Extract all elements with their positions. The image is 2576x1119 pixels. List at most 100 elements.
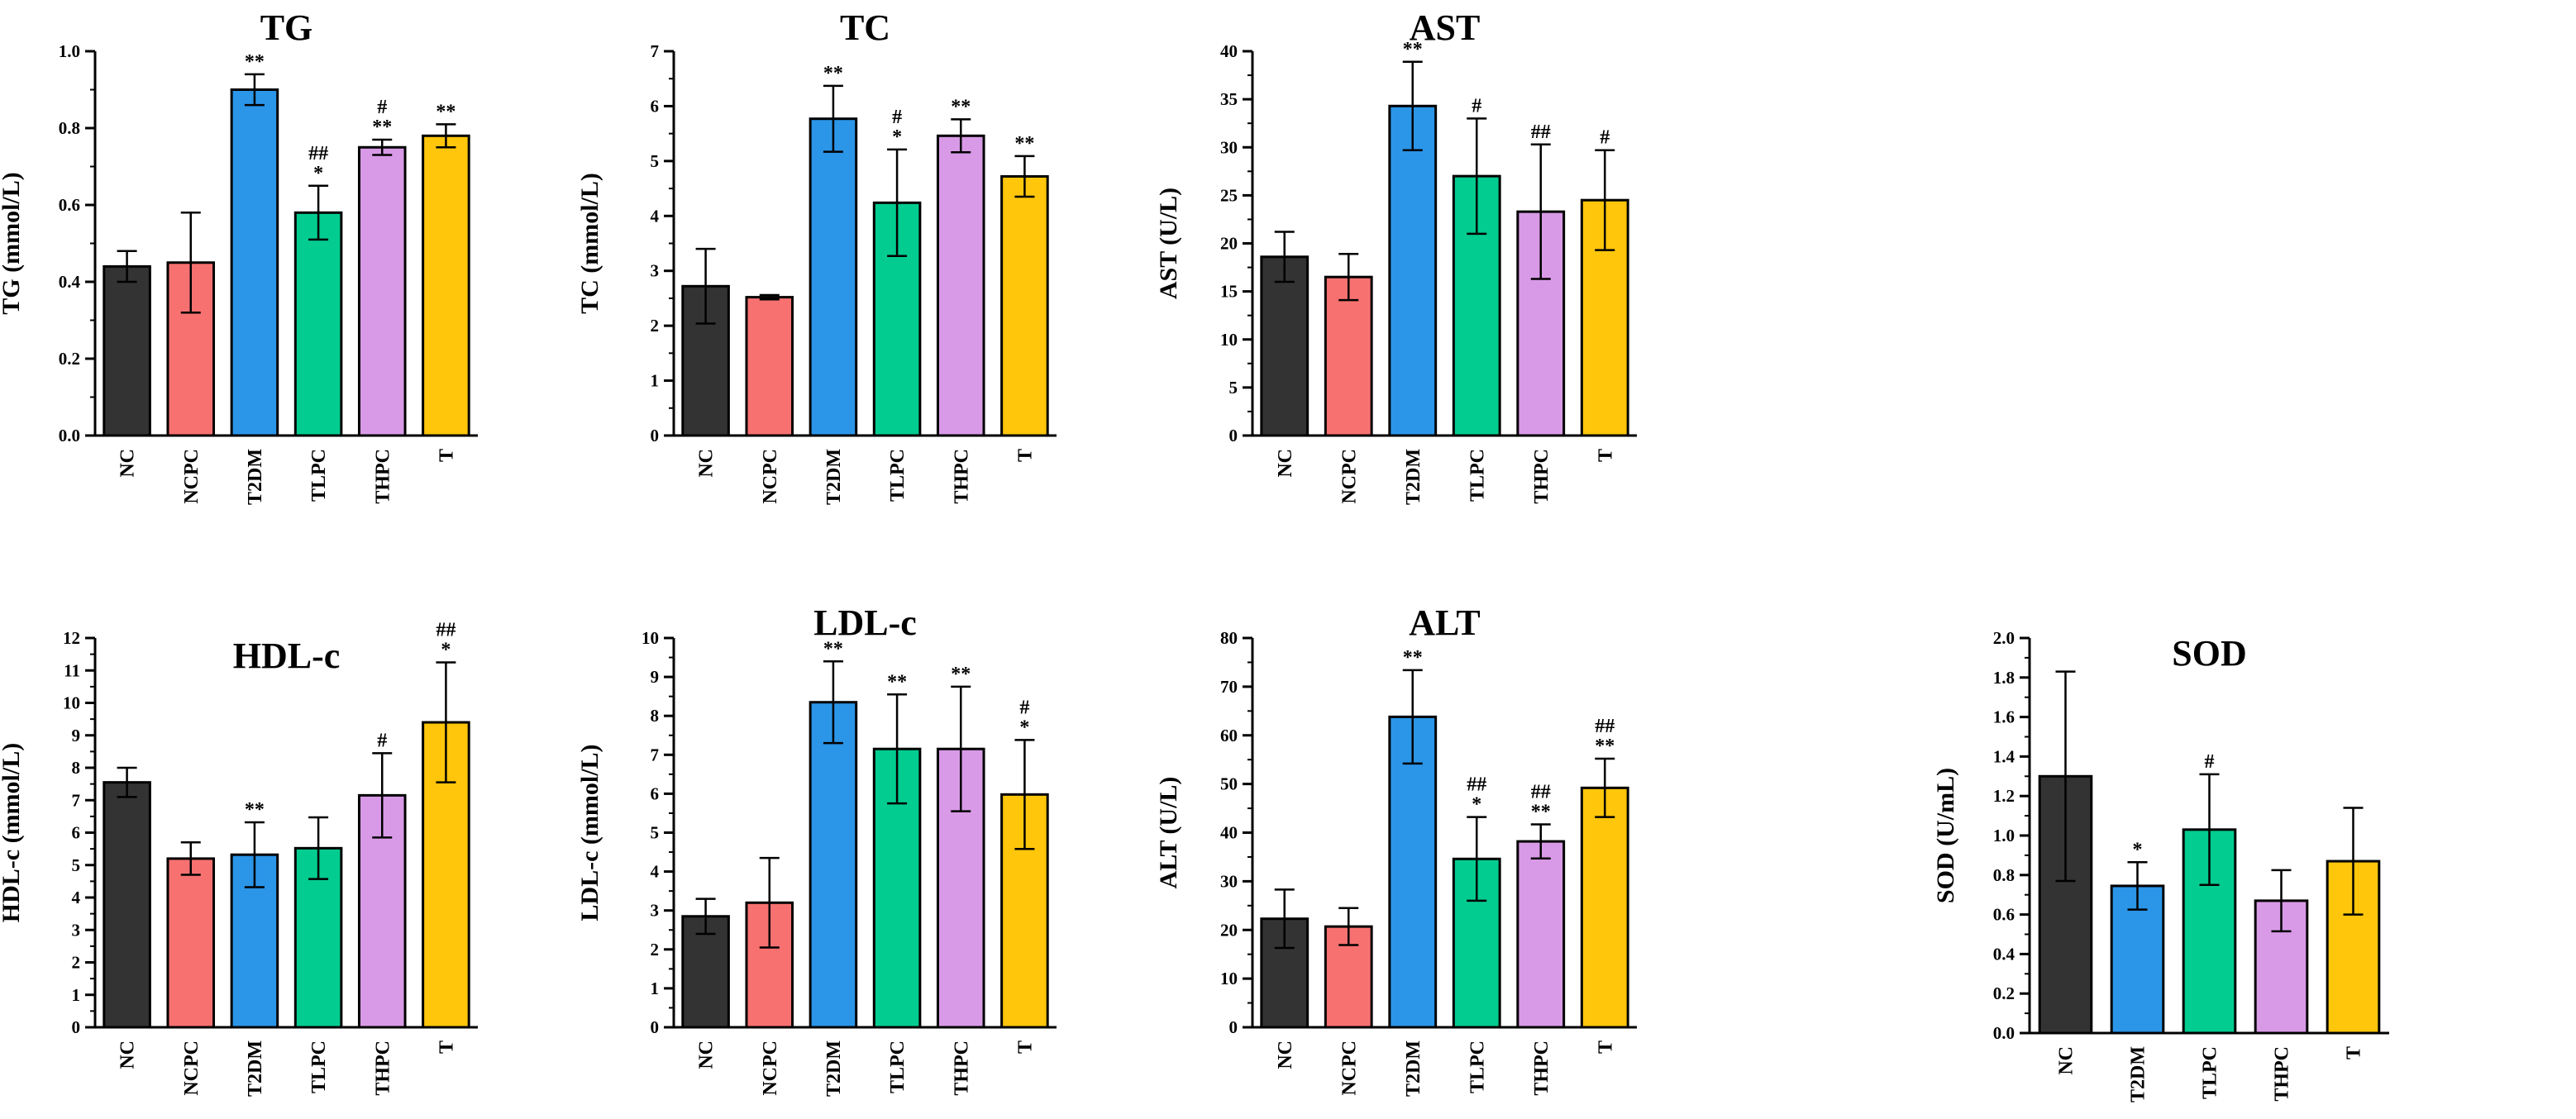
- significance-mark: ##: [436, 619, 456, 640]
- y-tick-label: 10: [1220, 330, 1238, 350]
- y-tick-label: 0: [651, 1017, 660, 1037]
- significance-mark: *: [1472, 794, 1481, 816]
- bar-nc: [1260, 255, 1309, 437]
- x-tick-label: NCPC: [1338, 449, 1360, 504]
- bar-t2dm: [809, 117, 858, 437]
- y-tick-label: 0.0: [1993, 1023, 2015, 1043]
- y-tick-label: 8: [72, 758, 81, 778]
- y-tick-label: 60: [1220, 726, 1238, 745]
- bar-nc: [103, 781, 151, 1029]
- chart-panel-ldl-c: 0 1 2 3 4 5 6 7 8 9 10 LDL-c (mmol/L) LDL-c NC NCPC ** T…: [576, 602, 1057, 1097]
- chart-title: LDL-c: [813, 602, 917, 643]
- y-tick-label: 4: [651, 862, 660, 882]
- significance-mark: **: [1403, 39, 1423, 60]
- significance-mark: *: [1019, 717, 1029, 738]
- y-tick-label: 70: [1220, 677, 1238, 697]
- y-axis-label: LDL-c (mmol/L): [576, 744, 603, 921]
- y-axis-label: ALT (U/L): [1155, 777, 1182, 889]
- significance-mark: ##: [1531, 781, 1551, 802]
- x-tick-label: THPC: [2272, 1046, 2293, 1102]
- bar-ncpc: [166, 857, 216, 1029]
- x-tick-label: THPC: [372, 449, 394, 504]
- chart-title: ALT: [1409, 602, 1480, 643]
- x-tick-label: T2DM: [823, 1040, 845, 1097]
- y-tick-label: 7: [651, 41, 660, 61]
- x-tick-label: THPC: [951, 1040, 972, 1096]
- significance-mark: **: [1595, 736, 1615, 757]
- x-tick-label: T: [436, 1040, 457, 1054]
- y-tick-label: 1.2: [1993, 786, 2015, 806]
- y-tick-label: 1.6: [1993, 707, 2015, 727]
- y-tick-label: 0.4: [59, 272, 81, 292]
- y-tick-label: 12: [63, 628, 80, 648]
- significance-mark: #: [1019, 697, 1029, 718]
- x-tick-label: T2DM: [245, 1040, 266, 1097]
- significance-mark: **: [1014, 133, 1034, 155]
- x-tick-label: NC: [1275, 1040, 1296, 1069]
- chart-panel-sod: 0.0 0.2 0.4 0.6 0.8 1.0 1.2 1.4 1.6 1.8 2.0 SOD (U/…: [1932, 628, 2389, 1102]
- chart-panel-ast: 0 5 10 15 20 25 30 35 40 AST (U/L) AST NC NCPC ** T2DM…: [1155, 7, 1637, 505]
- bar-t2dm: [1388, 104, 1438, 437]
- x-tick-label: T: [1014, 449, 1036, 462]
- y-tick-label: 5: [1229, 378, 1238, 398]
- y-tick-label: 7: [72, 790, 81, 810]
- y-tick-label: 4: [651, 206, 660, 226]
- y-tick-label: 1.4: [1993, 746, 2015, 766]
- y-tick-label: 10: [1220, 969, 1238, 988]
- significance-mark: #: [1472, 95, 1481, 117]
- y-tick-label: 0: [1229, 1017, 1238, 1037]
- x-tick-label: T2DM: [1403, 1040, 1424, 1097]
- y-tick-label: 15: [1220, 282, 1238, 302]
- y-tick-label: 1: [651, 371, 660, 391]
- x-tick-label: THPC: [1531, 1040, 1553, 1096]
- x-tick-label: NC: [117, 1040, 139, 1069]
- y-tick-label: 2.0: [1993, 628, 2015, 648]
- x-tick-label: NC: [117, 449, 139, 478]
- chart-title: SOD: [2172, 633, 2246, 674]
- bar-nc: [681, 915, 730, 1029]
- x-tick-label: THPC: [951, 449, 972, 504]
- y-tick-label: 10: [642, 628, 659, 648]
- x-tick-label: NCPC: [181, 449, 203, 504]
- y-axis-label: SOD (U/mL): [1932, 768, 1959, 903]
- y-tick-label: 10: [63, 693, 80, 713]
- y-tick-label: 0.2: [1993, 983, 2015, 1003]
- y-tick-label: 2: [651, 940, 660, 959]
- y-axis-label: TG (mmol/L): [0, 172, 25, 315]
- x-tick-label: NCPC: [1338, 1040, 1360, 1096]
- chart-title: HDL-c: [233, 636, 341, 676]
- y-tick-label: 2: [651, 316, 660, 336]
- y-tick-label: 6: [72, 823, 81, 843]
- chart-panel-tc: 0 1 2 3 4 5 6 7 TC (mmol/L) TC NC NCPC ** T2DM *# TLPC *…: [576, 7, 1057, 505]
- significance-mark: *: [313, 163, 323, 184]
- y-tick-label: 1.0: [1993, 826, 2015, 845]
- x-tick-label: NCPC: [181, 1040, 203, 1096]
- y-tick-label: 0.6: [59, 195, 80, 215]
- significance-mark: **: [887, 671, 907, 693]
- chart-panel-alt: 0 10 20 30 40 50 60 70 80 ALT (U/L) ALT NC NCPC ** T2D…: [1155, 602, 1637, 1097]
- y-tick-label: 0.8: [1993, 865, 2015, 885]
- significance-mark: #: [2205, 751, 2215, 773]
- bar-t: [1580, 786, 1629, 1029]
- y-tick-label: 40: [1220, 41, 1238, 61]
- y-tick-label: 9: [72, 726, 81, 745]
- y-tick-label: 4: [72, 888, 81, 907]
- y-tick-label: 3: [651, 901, 660, 921]
- chart-title: TC: [840, 7, 890, 48]
- y-axis-label: TC (mmol/L): [576, 173, 603, 314]
- y-tick-label: 6: [651, 783, 660, 803]
- significance-mark: #: [892, 107, 902, 128]
- bar-ncpc: [745, 296, 794, 437]
- significance-mark: **: [951, 664, 971, 685]
- x-tick-label: NCPC: [760, 449, 781, 504]
- y-tick-label: 5: [72, 855, 81, 875]
- x-tick-label: T2DM: [2128, 1046, 2149, 1102]
- x-tick-label: TLPC: [2200, 1046, 2221, 1099]
- x-tick-label: TLPC: [1467, 449, 1488, 502]
- y-tick-label: 35: [1220, 89, 1238, 109]
- y-tick-label: 2: [72, 953, 81, 973]
- bar-thpc: [1516, 840, 1566, 1029]
- significance-mark: **: [823, 63, 843, 84]
